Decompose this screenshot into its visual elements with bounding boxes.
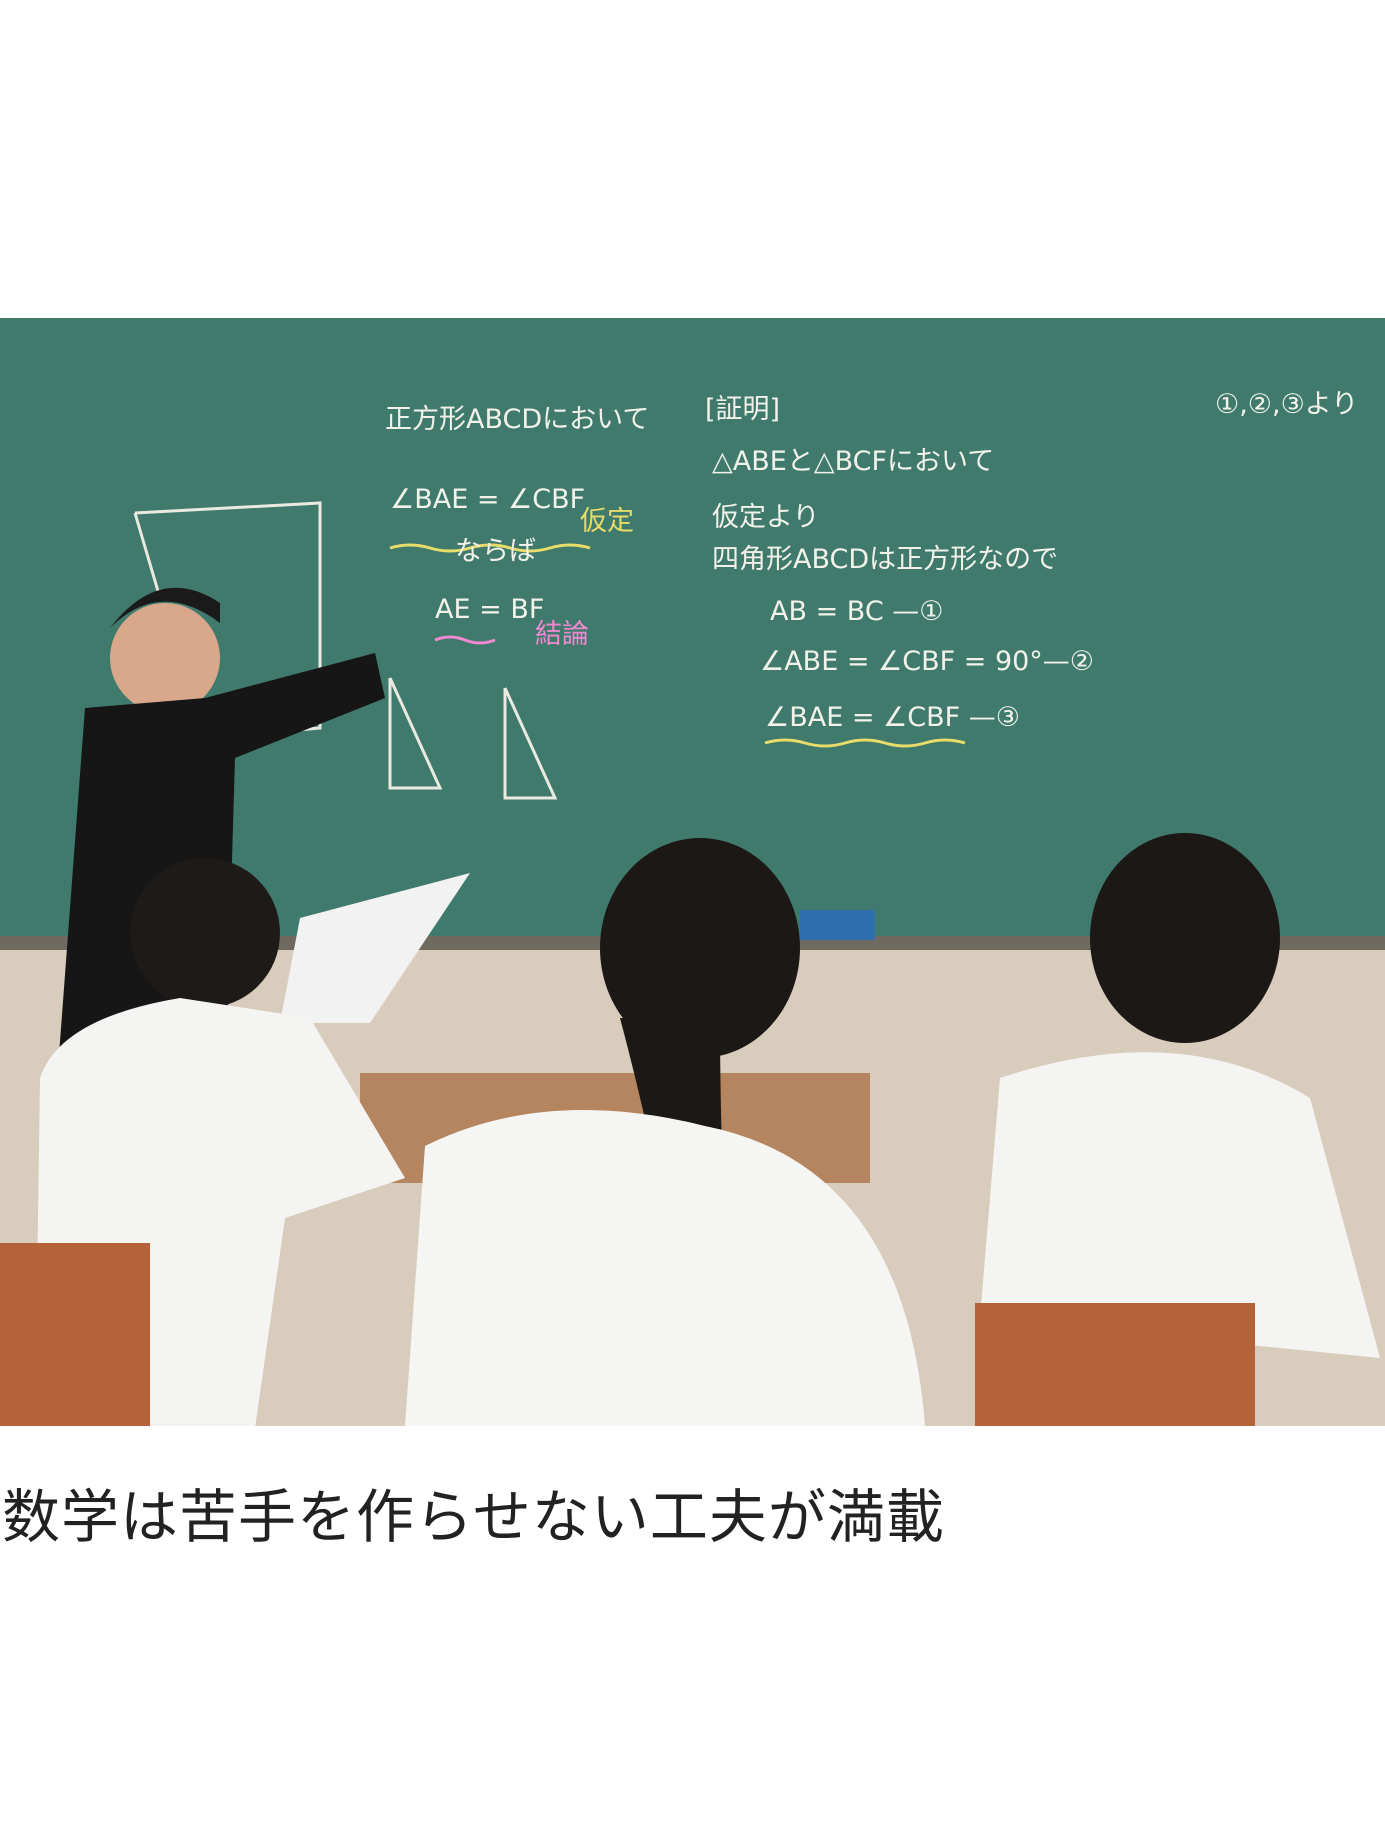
board-text: [証明] [705, 394, 780, 425]
board-text: 仮定より [712, 502, 819, 533]
board-text: 結論 [535, 619, 589, 650]
board-text: 仮定 [580, 506, 634, 537]
board-text: AE = BF [435, 594, 544, 625]
chair [975, 1303, 1255, 1426]
classroom-photo: 正方形ABCDにおいて ∠BAE = ∠CBF 仮定 ならば AE = BF 結… [0, 318, 1385, 1426]
underline [764, 738, 966, 748]
caption: 数学は苦手を作らせない工夫が満載 [2, 1483, 945, 1551]
board-text: ∠ABE = ∠CBF = 90°—② [760, 646, 1094, 677]
board-text: ならば [455, 536, 536, 567]
underline [389, 543, 591, 553]
chair [0, 1243, 150, 1426]
board-text: 四角形ABCDは正方形なので [712, 544, 1058, 575]
board-text: ∠BAE = ∠CBF —③ [765, 702, 1020, 733]
student-center [405, 838, 925, 1426]
board-text: △ABEと△BCFにおいて [712, 446, 994, 477]
board-text: ①,②,③より [1215, 389, 1358, 420]
board-text: AB = BC —① [770, 596, 943, 627]
board-text: ∠BAE = ∠CBF [390, 484, 585, 515]
board-text: 正方形ABCDにおいて [385, 404, 649, 435]
underline [434, 635, 496, 645]
eraser [800, 910, 875, 940]
student-right [980, 833, 1380, 1358]
papers [280, 873, 470, 1023]
